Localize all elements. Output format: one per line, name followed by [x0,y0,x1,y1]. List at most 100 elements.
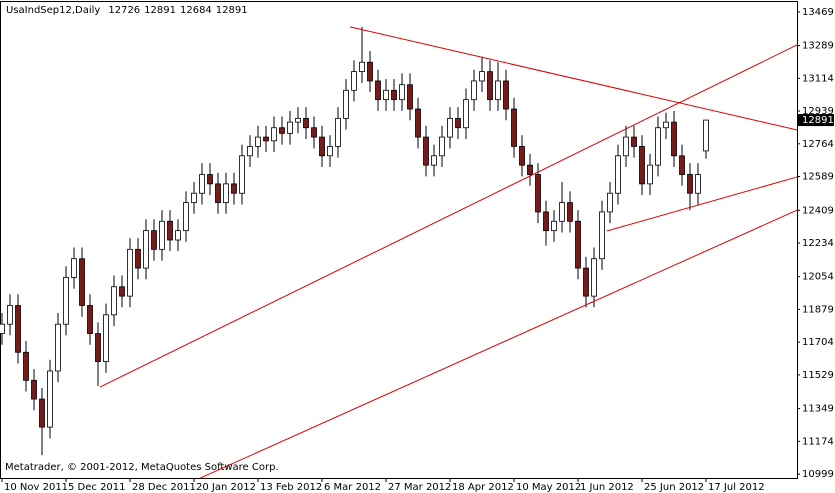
candle-body [407,84,413,110]
ohlc-close: 12891 [216,5,248,16]
candle-body [383,89,389,101]
candle-body [327,146,333,157]
candle-body [511,108,517,147]
candle-body [543,211,549,232]
candle-body [367,61,373,82]
y-tick-label: 13469 [802,7,834,18]
y-tick-label: 11349 [802,404,834,415]
candle-body [79,258,85,306]
symbol: UsaIndSep12,Daily [6,5,100,16]
candle-body [655,127,661,166]
candle-body [399,84,405,101]
x-tick-label: 18 Apr 2012 [452,482,514,493]
y-tick-label: 12589 [802,172,834,183]
y-tick-label: 11704 [802,337,834,348]
candle-body [39,398,45,428]
x-tick-label: 10 Nov 2011 [4,482,68,493]
candle-body [527,164,533,175]
y-tick-label: 13114 [802,73,834,84]
x-tick-label: 20 Jan 2012 [196,482,256,493]
candle-body [279,127,285,134]
trendline [606,176,798,232]
candle-body [703,119,709,152]
candle-body [575,220,581,269]
candle-body [207,174,213,185]
candle-body [375,80,381,101]
y-tick-label: 12764 [802,139,834,150]
candle-body [535,174,541,213]
candle-body [647,164,653,185]
candle-body [87,305,93,334]
candle-body [55,323,61,372]
watermark: Metatrader, © 2001-2012, MetaQuotes Soft… [5,462,279,473]
candle-body [615,155,621,194]
candle-body [567,202,573,222]
candle-body [351,71,357,91]
candle-body [335,117,341,147]
candle-body [255,136,261,147]
x-tick-label: 5 Dec 2011 [68,482,126,493]
candle-body [583,267,589,297]
candle-body [287,121,293,134]
candle-body [591,258,597,297]
x-tick-label: 28 Dec 2011 [132,482,196,493]
candle-body [631,136,637,147]
candle-body [167,220,173,241]
candle-body [191,192,197,203]
candle-body [359,61,365,73]
x-tick-label: 13 Feb 2012 [260,482,322,493]
candle-body [415,108,421,138]
candle-body [303,117,309,129]
candle-body [271,127,277,142]
candle-body [63,277,69,325]
price-label-box [798,114,834,127]
trendline [349,26,798,131]
y-tick-label: 12054 [802,272,834,283]
candle-body [479,71,485,82]
x-tick-label: 17 Jul 2012 [708,482,765,493]
candle-body [423,136,429,166]
candle-body [239,155,245,194]
candle-body [551,220,557,232]
candle-body [663,121,669,129]
candle-body [151,230,157,250]
candle-body [295,117,301,123]
candle-body [127,248,133,297]
candle-body [103,314,109,363]
candle-body [143,230,149,269]
candle-body [471,80,477,101]
y-tick-label: 12409 [802,205,834,216]
candle-body [319,136,325,157]
y-tick-label: 11879 [802,304,834,315]
candle-body [119,286,125,297]
candle-body [695,174,701,194]
y-tick-label: 10999 [802,469,834,480]
candle-body [111,286,117,316]
candle-body [47,370,53,428]
candle-body [223,183,229,203]
candle-body [71,258,77,278]
candle-body [391,89,397,101]
candle-body [439,136,445,157]
y-tick-label: 13289 [802,41,834,52]
candle-body [559,202,565,222]
candle-body [7,305,13,325]
candle-body [687,174,693,194]
y-tick-label: 11174 [802,436,834,447]
candle-body [343,89,349,119]
candle-body [199,174,205,194]
x-tick-label: 6 Mar 2012 [324,482,381,493]
candle-body [639,146,645,185]
y-tick-label: 11529 [802,370,834,381]
ohlc-low: 12684 [180,5,212,16]
candle-body [311,127,317,138]
candle-body [95,333,101,363]
x-tick-label: 1 Jun 2012 [580,482,634,493]
candle-body [31,379,37,400]
candle-body [231,183,237,194]
ohlc-high: 12891 [144,5,176,16]
candle-body [447,117,453,138]
candle-body [215,183,221,203]
candle-body [263,136,269,142]
candle-body [519,146,525,166]
